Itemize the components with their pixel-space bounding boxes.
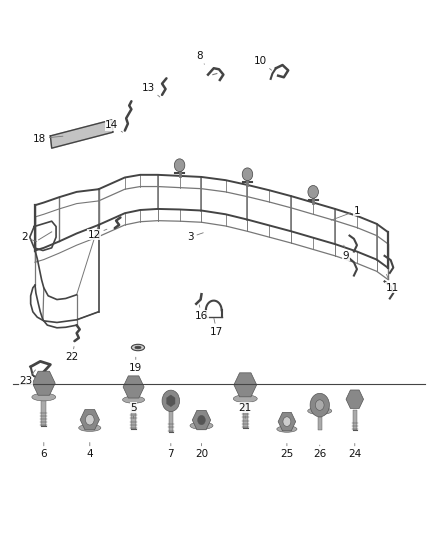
Circle shape bbox=[308, 185, 318, 198]
Circle shape bbox=[162, 390, 180, 411]
Ellipse shape bbox=[233, 395, 257, 402]
Ellipse shape bbox=[79, 424, 101, 431]
Bar bbox=[353, 410, 357, 430]
Text: 20: 20 bbox=[195, 443, 208, 459]
Text: 24: 24 bbox=[348, 443, 361, 459]
Text: 26: 26 bbox=[313, 445, 326, 459]
Ellipse shape bbox=[277, 426, 297, 432]
Text: 13: 13 bbox=[142, 83, 160, 97]
Circle shape bbox=[174, 159, 185, 172]
Text: 16: 16 bbox=[195, 305, 208, 320]
Text: 18: 18 bbox=[33, 134, 63, 143]
Ellipse shape bbox=[307, 407, 332, 415]
Text: 9: 9 bbox=[343, 245, 350, 261]
Circle shape bbox=[198, 415, 205, 425]
Bar bbox=[87, 426, 93, 429]
Text: 6: 6 bbox=[40, 442, 47, 459]
Ellipse shape bbox=[135, 346, 141, 349]
Text: 4: 4 bbox=[86, 442, 93, 459]
Text: 3: 3 bbox=[187, 232, 203, 242]
Circle shape bbox=[315, 400, 324, 410]
Text: 10: 10 bbox=[254, 56, 272, 70]
Text: 12: 12 bbox=[88, 229, 107, 239]
Text: 5: 5 bbox=[130, 403, 137, 418]
Text: 23: 23 bbox=[20, 370, 35, 386]
Text: 19: 19 bbox=[129, 357, 142, 373]
Text: 11: 11 bbox=[385, 274, 399, 293]
Bar bbox=[41, 397, 46, 426]
Circle shape bbox=[283, 417, 291, 426]
Bar bbox=[131, 400, 136, 429]
Bar bbox=[318, 417, 321, 430]
Bar bbox=[169, 411, 173, 432]
Circle shape bbox=[85, 415, 94, 425]
Polygon shape bbox=[50, 120, 113, 148]
Circle shape bbox=[310, 393, 329, 417]
Text: 21: 21 bbox=[239, 403, 252, 418]
Bar bbox=[243, 399, 248, 428]
Text: 25: 25 bbox=[280, 443, 293, 459]
Ellipse shape bbox=[131, 344, 145, 351]
Ellipse shape bbox=[190, 422, 213, 429]
Bar bbox=[284, 427, 290, 430]
Text: 2: 2 bbox=[21, 232, 37, 242]
Text: 8: 8 bbox=[196, 51, 205, 64]
Text: 1: 1 bbox=[331, 206, 360, 220]
Circle shape bbox=[242, 168, 253, 181]
Text: 22: 22 bbox=[66, 346, 79, 362]
Text: 17: 17 bbox=[210, 318, 223, 336]
Text: 7: 7 bbox=[167, 443, 174, 459]
Ellipse shape bbox=[32, 393, 56, 401]
Text: 14: 14 bbox=[105, 120, 123, 132]
Ellipse shape bbox=[123, 396, 145, 403]
